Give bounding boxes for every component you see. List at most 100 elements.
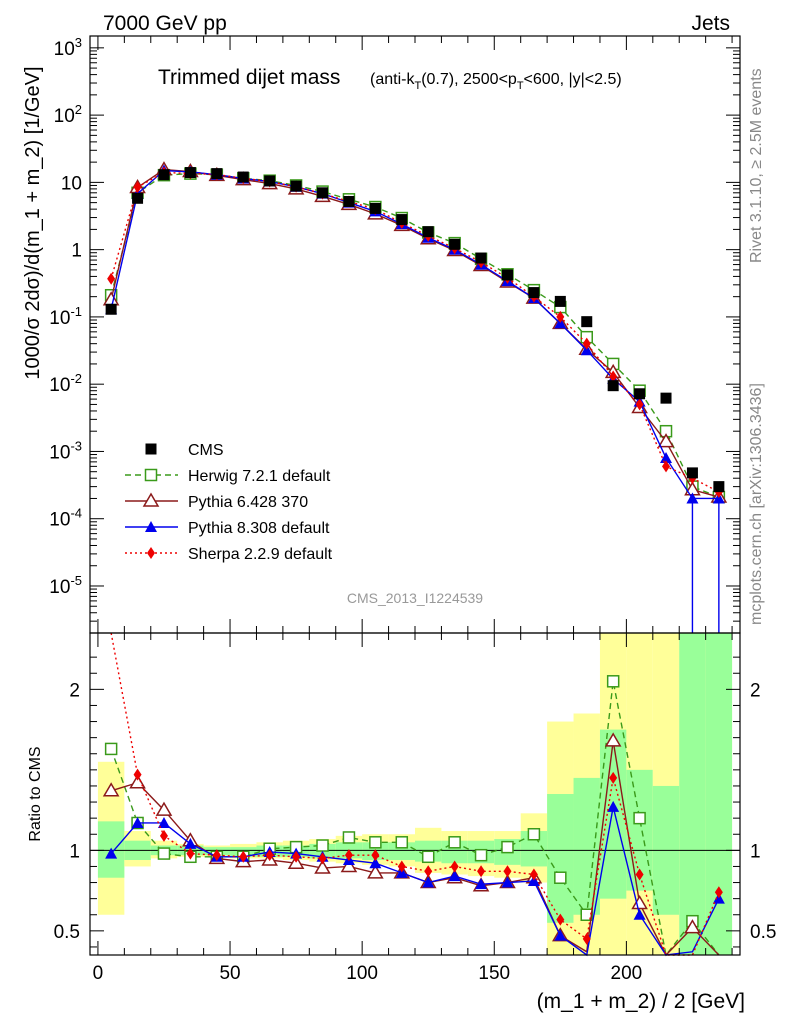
band-green (679, 633, 706, 955)
ratio-point-sherpa (133, 768, 142, 781)
point-sherpa (582, 337, 591, 350)
point-pythia8 (660, 451, 673, 463)
ratio-ytick-label: 1 (69, 841, 80, 862)
legend-label-pythia6: Pythia 6.428 370 (188, 494, 308, 511)
ratio-point-herwig (501, 840, 514, 854)
ytick-label: 1 (71, 241, 82, 262)
ratio-point-herwig (580, 908, 593, 921)
ratio-point-herwig (554, 871, 567, 884)
point-cms (660, 392, 672, 404)
legend-label-cms: CMS (188, 442, 224, 459)
point-cms (475, 252, 487, 264)
ratio-point-herwig (395, 836, 409, 849)
ytick-label: 103 (54, 35, 82, 60)
ratio-point-sherpa (635, 868, 644, 881)
ratio-point-pythia8 (105, 847, 118, 859)
ratio-point-pythia8 (448, 870, 461, 882)
ytick-label: 10-2 (49, 371, 82, 396)
ratio-point-pythia8 (369, 857, 382, 869)
ratio-point-herwig (316, 839, 329, 852)
point-sherpa (556, 310, 565, 323)
point-pythia8 (554, 317, 567, 329)
xtick-label: 100 (346, 963, 378, 984)
ratio-point-sherpa (609, 771, 618, 784)
band-green (573, 777, 600, 915)
ratio-point-pythia8 (131, 816, 144, 828)
point-cms (686, 467, 698, 479)
rivet-label: Rivet 3.1.10, ≥ 2.5M events (748, 68, 765, 263)
ratio-ytick-label: 2 (69, 680, 80, 701)
point-cms (264, 175, 276, 187)
main-series-layer (102, 161, 728, 633)
legend-marker-cms (145, 443, 157, 455)
xlabel: (m_1 + m_2) / 2 [GeV] (537, 990, 745, 1013)
ratio-point-sherpa (186, 847, 195, 860)
mcplots-label: mcplots.cern.ch [arXiv:1306.3436] (748, 383, 765, 625)
ratio-point-pythia8 (475, 878, 488, 890)
ratio-point-herwig (448, 836, 461, 849)
ratio-point-pythia8 (633, 908, 646, 920)
ratio-point-herwig (104, 742, 118, 756)
ratio-point-pythia6 (155, 801, 173, 816)
ratio-line-sherpa (110, 632, 720, 956)
point-cms (184, 167, 196, 179)
legend-label-herwig: Herwig 7.2.1 default (188, 468, 331, 485)
ratio-point-sherpa (159, 829, 168, 842)
ratio-point-sherpa (265, 849, 274, 862)
point-cms (581, 316, 593, 328)
ratio-ytick-label-right: 2 (750, 680, 761, 701)
ratio-point-pythia8 (184, 837, 197, 849)
ratio-point-herwig (606, 675, 620, 688)
point-sherpa (107, 272, 116, 285)
main-frame (89, 35, 741, 634)
legend-marker-pythia8 (145, 521, 157, 532)
ratio-point-pythia8 (554, 929, 567, 941)
point-pythia8 (712, 492, 725, 504)
ytick-label: 10-3 (49, 438, 82, 463)
point-cms (105, 303, 117, 315)
ratio-point-herwig (369, 836, 382, 849)
xtick-label: 200 (611, 963, 643, 984)
ratio-point-herwig (633, 811, 646, 825)
ratio-point-pythia6 (367, 864, 384, 879)
point-cms (449, 238, 461, 250)
point-cms (237, 171, 249, 183)
point-sherpa (133, 181, 142, 194)
point-cms (501, 269, 513, 281)
ratio-point-sherpa (344, 849, 353, 862)
point-pythia6 (657, 433, 675, 448)
ratio-point-sherpa (397, 860, 406, 873)
ratio-ytick-label-right: 1 (750, 841, 761, 862)
ratio-ytick-label-right: 0.5 (750, 922, 776, 943)
point-cms (290, 180, 302, 192)
ratio-point-sherpa (292, 850, 301, 863)
legend-marker-pythia6 (142, 492, 160, 507)
point-sherpa (635, 398, 644, 411)
ratio-point-herwig (527, 828, 541, 841)
ratio-point-pythia8 (157, 816, 170, 828)
legend-label-sherpa: Sherpa 2.2.9 default (188, 546, 333, 563)
legend-label-pythia8: Pythia 8.308 default (188, 520, 330, 537)
ratio-point-pythia8 (501, 876, 514, 888)
ratio-point-sherpa (529, 868, 538, 881)
xtick-label: 50 (219, 963, 240, 984)
ratio-point-sherpa (212, 849, 221, 862)
point-cms (343, 195, 355, 207)
point-cms (369, 202, 381, 214)
point-cms (132, 192, 144, 204)
ytick-label: 102 (54, 102, 82, 127)
ratio-point-sherpa (556, 913, 565, 926)
ytick-label: 10 (61, 173, 82, 194)
point-cms (554, 295, 566, 307)
band-green (705, 633, 733, 955)
point-cms (713, 481, 725, 493)
ratio-point-sherpa (503, 865, 512, 878)
chart-title: Trimmed dijet mass (158, 66, 340, 89)
ratio-point-pythia8 (422, 876, 435, 888)
point-pythia8 (580, 344, 593, 356)
point-sherpa (662, 460, 671, 473)
header-left: 7000 GeV pp (103, 12, 227, 35)
band-green (547, 794, 574, 923)
chart-title-sub: (anti-kT(0.7), 2500<pT<600, |y|<2.5) (370, 71, 622, 92)
